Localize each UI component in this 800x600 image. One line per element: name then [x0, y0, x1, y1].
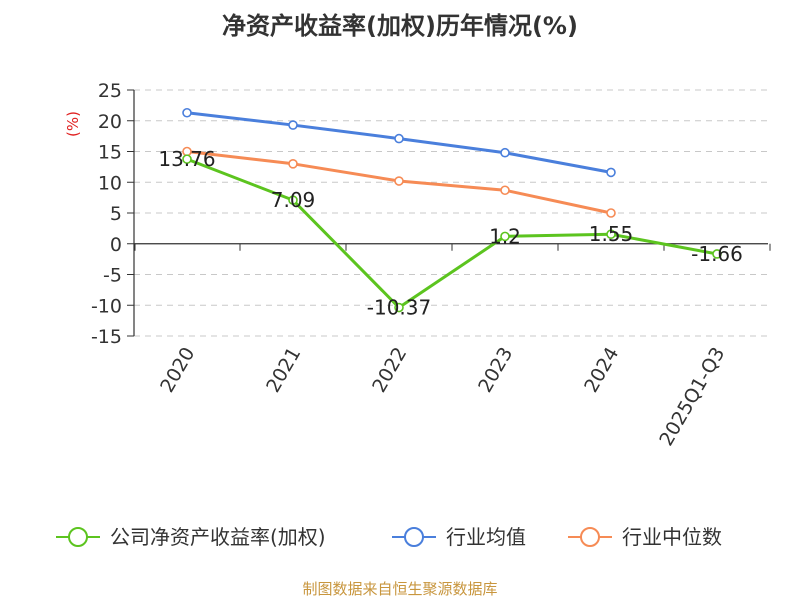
gridlines	[134, 89, 768, 337]
data-point	[500, 231, 510, 242]
data-point	[288, 195, 298, 205]
data-label: 1.2	[489, 224, 521, 248]
data-point	[500, 147, 510, 158]
data-point	[712, 249, 722, 259]
chart-title: 净资产收益率(加权)历年情况(%)	[222, 12, 578, 40]
legend-swatch-marker	[68, 527, 88, 547]
data-point	[288, 120, 298, 130]
legend-item[interactable]: 行业中位数	[568, 525, 722, 549]
legend-label: 行业中位数	[622, 525, 722, 549]
data-point	[182, 107, 192, 118]
y-axis-unit-label: (%)	[64, 111, 82, 137]
data-label: 13.76	[158, 147, 215, 171]
y-tick-label: 10	[98, 172, 122, 194]
source-note: 制图数据来自恒生聚源数据库	[302, 580, 497, 598]
legend-swatch-marker	[404, 527, 424, 547]
data-point	[500, 185, 510, 196]
y-tick-label: 15	[98, 142, 122, 164]
series-group	[182, 107, 722, 313]
data-point	[288, 159, 298, 169]
data-point	[606, 229, 616, 240]
data-label: 1.55	[589, 222, 634, 246]
y-tick-label: 20	[98, 111, 122, 133]
data-point	[606, 208, 616, 218]
y-tick-label: -5	[103, 265, 122, 287]
data-label: -10.37	[367, 296, 431, 320]
legend-label: 公司净资产收益率(加权)	[110, 525, 326, 549]
y-tick-label: -10	[91, 295, 122, 317]
legend-label: 行业均值	[446, 525, 526, 549]
x-tick-label: 2022	[368, 344, 411, 397]
y-axis-ticks: 25 20 15 10 5 0 -5 -10 -15	[91, 80, 134, 348]
x-tick-label: 2025Q1-Q3	[655, 344, 729, 450]
x-tick-label: 2020	[156, 344, 199, 397]
data-point	[394, 133, 404, 144]
data-labels: 13.76 7.09 -10.37 1.2 1.55 -1.66	[158, 147, 743, 319]
data-label: 7.09	[271, 188, 316, 212]
y-tick-label: -15	[91, 326, 122, 348]
data-point	[182, 154, 192, 164]
data-point	[606, 167, 616, 178]
data-label: -1.66	[691, 242, 743, 266]
x-tick-label: 2021	[262, 344, 305, 397]
x-tick-label: 2024	[580, 344, 623, 397]
legend-item[interactable]: 公司净资产收益率(加权)	[56, 525, 326, 549]
y-tick-label: 25	[98, 80, 122, 102]
axes	[133, 90, 768, 336]
legend-item[interactable]: 行业均值	[392, 525, 526, 549]
legend-swatch-marker	[580, 527, 600, 547]
x-tick-label: 2023	[474, 344, 517, 397]
y-tick-label: 0	[110, 234, 122, 256]
data-point	[394, 176, 404, 186]
y-tick-label: 5	[110, 203, 122, 225]
legend[interactable]: 公司净资产收益率(加权) 行业均值 行业中位数	[56, 525, 722, 549]
data-point	[394, 302, 404, 313]
series-line	[186, 157, 718, 310]
